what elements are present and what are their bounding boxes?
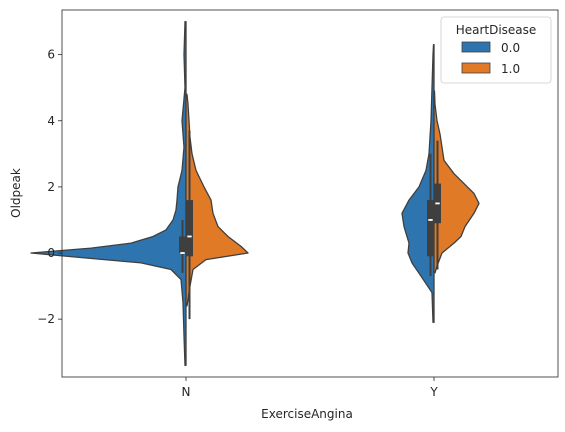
violin-layer: [30, 20, 480, 367]
y-axis-title: Oldpeak: [9, 168, 23, 218]
legend-label-0: 0.0: [501, 41, 520, 55]
violin-Y-1.0: [433, 90, 480, 274]
y-tick-label-0: −2: [37, 312, 55, 326]
y-axis: −2 0 2 4 6: [37, 48, 62, 326]
legend-title: HeartDisease: [456, 23, 537, 37]
legend: HeartDisease 0.0 1.0: [440, 16, 552, 84]
y-tick-label-4: 6: [47, 48, 55, 62]
box-layer: [179, 130, 441, 320]
legend-label-1: 1.0: [501, 62, 520, 76]
x-tick-label-1: Y: [429, 385, 438, 399]
violin-N-1.0: [185, 93, 249, 307]
x-tick-label-0: N: [182, 385, 191, 399]
iqr-box-N-0.0: [179, 236, 186, 254]
plot-frame: [61, 9, 559, 378]
iqr-box-N-1.0: [186, 200, 193, 257]
iqr-box-Y-0.0: [427, 200, 434, 257]
x-axis-title: ExerciseAngina: [261, 407, 353, 421]
y-tick-label-2: 2: [47, 180, 55, 194]
y-tick-label-3: 4: [47, 114, 55, 128]
legend-swatch-1: [461, 62, 491, 74]
y-tick-label-1: 0: [47, 246, 55, 260]
legend-swatch-0: [461, 41, 491, 53]
violin-N-0.0: [30, 20, 187, 367]
violin-Y-0.0: [401, 44, 435, 324]
